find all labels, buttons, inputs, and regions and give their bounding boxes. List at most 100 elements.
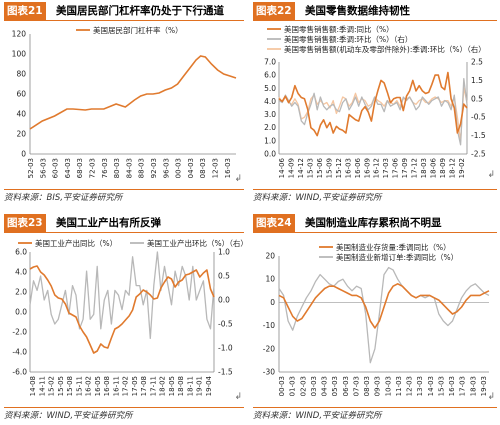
figure-title: 美国工业产出有所反弹 xyxy=(56,217,161,229)
x-tick-label: 17-06 xyxy=(392,157,400,178)
y-tick-label: 1.5 xyxy=(471,76,483,85)
x-tick-label: 08-03 xyxy=(363,376,371,396)
x-tick-label: 00-03 xyxy=(278,376,286,396)
y-tick-label: 0.0 xyxy=(218,296,230,305)
x-tick-label: 13-03 xyxy=(416,376,424,396)
series-line xyxy=(278,283,490,329)
y-tick-label: 5.0 xyxy=(264,84,276,93)
y-tick-label: -1.5 xyxy=(471,131,486,140)
x-tick-label: 14-11 xyxy=(38,376,46,396)
y-tick-label: -30 xyxy=(263,368,275,377)
x-tick-label: 02-03 xyxy=(299,376,307,396)
paragraph-mark: ↲ xyxy=(487,392,495,402)
x-tick-label: 80-03 xyxy=(113,158,121,178)
x-tick-label: 15-02 xyxy=(48,376,56,396)
legend-label: 美国制造业新增订单:季调同比（%） xyxy=(336,252,458,262)
y-tick-label: 0.0 xyxy=(15,308,27,317)
x-tick-label: 18-02 xyxy=(159,376,167,396)
x-tick-label: 16-12 xyxy=(373,158,381,178)
y-tick-label: 3.0 xyxy=(264,110,276,119)
y-tick-label: -0.5 xyxy=(218,320,233,329)
panel-title-bar: 图表23 美国工业产出有所反弹 xyxy=(4,214,244,233)
x-tick-label: 64-03 xyxy=(64,158,72,178)
chart-panel-1: 图表21 美国居民部门杠杆率仍处于下行通道 0 20 40 60 80 100 120 52-… xyxy=(4,2,244,204)
x-tick-label: 14-03 xyxy=(427,376,435,396)
panel-title-bar: 图表21 美国居民部门杠杆率仍处于下行通道 xyxy=(4,2,244,21)
x-tick-label: 14-12 xyxy=(297,158,305,178)
legend-label: 美国工业产出同比（%） xyxy=(35,238,117,248)
paragraph-mark: ↲ xyxy=(234,174,242,184)
x-tick-label: 52-03 xyxy=(27,158,35,178)
x-tick-label: 16-09 xyxy=(363,158,371,178)
x-tick-label: 88-03 xyxy=(138,158,146,178)
x-tick-label: 19-01 xyxy=(196,376,204,396)
x-tick-label: 18-11 xyxy=(186,376,194,396)
legend-label: 美国零售销售额:季调:同比（%） xyxy=(284,24,394,34)
y-tick-label: 40 xyxy=(16,110,26,119)
x-tick-label: 18-03 xyxy=(469,376,477,396)
x-tick-label: 17-09 xyxy=(401,158,409,178)
figure-number: 图表24 xyxy=(253,214,295,232)
y-tick-label: -6.0 xyxy=(12,368,27,377)
x-tick-label: 17-03 xyxy=(382,158,390,178)
x-tick-label: 16-03 xyxy=(448,376,456,396)
y-tick-label: 80 xyxy=(16,70,26,79)
y-tick-label: -2.5 xyxy=(471,150,486,159)
x-tick-label: 18-08 xyxy=(177,376,185,396)
figure-title: 美国制造业库存累积尚不明显 xyxy=(305,217,442,229)
panel-title-bar: 图表24 美国制造业库存累积尚不明显 xyxy=(253,214,497,233)
series-line xyxy=(29,55,237,130)
x-tick-label: 10-03 xyxy=(384,376,392,396)
y-tick-label: 6.0 xyxy=(264,71,276,80)
y-tick-label: 0.0 xyxy=(264,150,276,159)
x-tick-label: 14-08 xyxy=(29,376,37,396)
chart-svg: 0.0 1.0 2.0 3.0 4.0 5.0 6.0 7.0 -2.5 -1.5 -0.5 0.5 1… xyxy=(264,24,486,178)
x-tick-label: 05-03 xyxy=(331,376,339,396)
x-tick-label: 12-03 xyxy=(211,158,219,178)
x-tick-label: 17-11 xyxy=(149,376,157,396)
figure-number: 图表22 xyxy=(253,2,295,20)
y-tick-label: 6.0 xyxy=(15,248,27,257)
chart-panel-4: 图表24 美国制造业库存累积尚不明显 -30 -20 -10 0 10 20 00-03 01… xyxy=(253,214,497,422)
x-tick-label: 72-03 xyxy=(88,158,96,178)
y-tick-label: 2.0 xyxy=(264,123,276,132)
y-tick-label: 100 xyxy=(12,50,27,59)
legend-label: 美国零售销售额(机动车及零部件除外):季调:环比（%）（右） xyxy=(284,44,486,54)
panel-title-bar: 图表22 美国零售数据维持韧性 xyxy=(253,2,497,21)
x-tick-label: 16-06 xyxy=(354,157,362,178)
x-tick-label: 04-03 xyxy=(187,158,195,178)
x-tick-label: 76-03 xyxy=(101,158,109,178)
x-tick-label: 84-03 xyxy=(125,158,133,178)
source-divider xyxy=(253,407,497,408)
x-tick-label: 18-09 xyxy=(439,158,447,178)
series-line xyxy=(278,266,490,364)
x-tick-label: 18-12 xyxy=(449,158,457,178)
x-tick-label: 06-03 xyxy=(342,376,350,396)
x-tick-label: 56-03 xyxy=(39,158,47,178)
source-note: 资料来源：WIND,平安证券研究所 xyxy=(4,411,133,421)
legend-label: 美国工业产出环比（%）（右） xyxy=(147,238,244,248)
source-divider xyxy=(4,407,244,408)
source-note: 资料来源：BIS,平安证券研究所 xyxy=(4,193,123,203)
chart-panel-2: 图表22 美国零售数据维持韧性 0.0 1.0 2.0 3.0 4.0 5.0 6.0 7.0… xyxy=(253,2,497,204)
y-tick-label: -4.0 xyxy=(12,348,27,357)
x-tick-label: 60-03 xyxy=(52,158,60,178)
x-tick-label: 18-03 xyxy=(420,158,428,178)
source-note: 资料来源：WIND,平安证券研究所 xyxy=(253,193,382,203)
x-tick-label: 15-08 xyxy=(66,376,74,396)
x-tick-label: 16-05 xyxy=(94,376,102,396)
chart-svg: 0 20 40 60 80 100 120 52-03 56-03 60-03 64-03 68-03… xyxy=(12,25,237,178)
x-tick-label: 07-03 xyxy=(352,376,360,396)
y-tick-label: 20 xyxy=(16,130,26,139)
figure-title: 美国零售数据维持韧性 xyxy=(305,5,410,17)
x-tick-label: 15-05 xyxy=(57,376,65,396)
y-tick-label: -1.0 xyxy=(218,344,233,353)
x-tick-label: 16-03 xyxy=(344,158,352,178)
paragraph-mark: ↲ xyxy=(234,392,242,402)
y-tick-label: 0 xyxy=(270,298,275,307)
y-tick-label: 0 xyxy=(21,150,26,159)
x-tick-label: 15-09 xyxy=(325,158,333,178)
x-tick-label: 68-03 xyxy=(76,158,84,178)
y-tick-label: 4.0 xyxy=(15,268,27,277)
x-tick-label: 03-03 xyxy=(310,376,318,396)
